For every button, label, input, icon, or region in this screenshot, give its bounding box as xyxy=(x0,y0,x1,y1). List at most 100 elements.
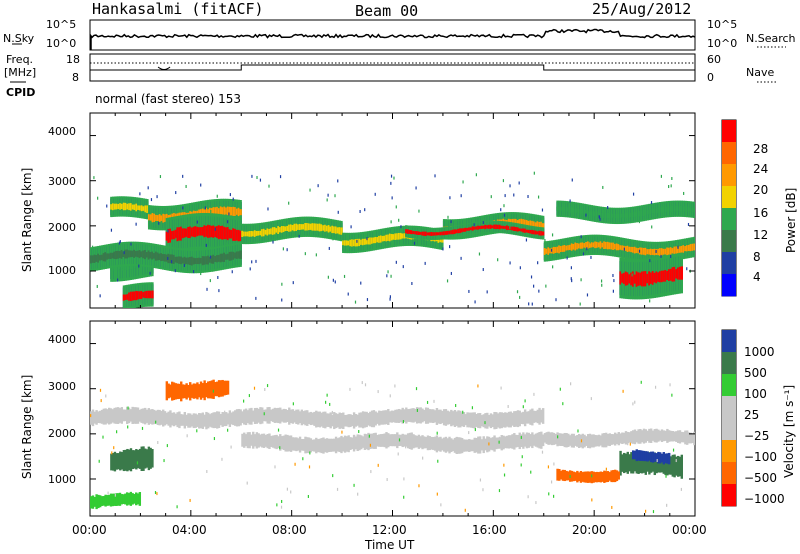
velocity-cell xyxy=(325,400,327,404)
velocity-cell xyxy=(541,434,545,447)
velocity-cell xyxy=(405,445,407,449)
velocity-cell xyxy=(613,469,617,483)
velocity-cell xyxy=(403,477,405,481)
velocity-cell xyxy=(576,435,579,447)
velocity-cell xyxy=(227,428,229,432)
power-cell xyxy=(617,244,620,251)
velocity-cell xyxy=(341,430,343,434)
velocity-cell xyxy=(255,407,259,424)
velocity-cell xyxy=(262,409,266,422)
velocity-cell xyxy=(225,412,228,427)
power-cell xyxy=(511,226,514,231)
power-cell xyxy=(648,271,651,286)
velocity-cell xyxy=(345,414,349,427)
velocity-cell xyxy=(412,434,415,449)
velocity-cell xyxy=(297,438,300,451)
velocity-cell xyxy=(511,412,514,426)
velocity-cell xyxy=(90,414,92,418)
power-cell xyxy=(388,233,392,242)
power-cell xyxy=(214,227,216,231)
power-cell xyxy=(376,237,379,243)
velocity-cell xyxy=(320,412,323,427)
vel-ytick-2000: 2000 xyxy=(48,427,76,440)
velocity-cell xyxy=(99,388,102,392)
velocity-cell xyxy=(102,496,106,506)
velocity-cell xyxy=(365,411,368,428)
power-cell xyxy=(217,275,219,279)
velocity-cell xyxy=(561,433,565,447)
velocity-cell xyxy=(480,415,484,427)
velocity-cell xyxy=(270,409,273,422)
velocity-cell xyxy=(338,437,341,453)
velocity-cell xyxy=(561,469,565,481)
power-cell xyxy=(669,247,673,255)
velocity-cell xyxy=(657,429,660,442)
velocity-cell xyxy=(136,461,139,465)
velocity-cell xyxy=(369,443,372,447)
velocity-cell xyxy=(491,414,494,427)
power-cell xyxy=(133,204,136,211)
velocity-cell xyxy=(645,509,647,513)
velocity-cell xyxy=(601,471,604,482)
power-cell xyxy=(631,273,633,277)
power-cell xyxy=(406,229,410,234)
power-cell xyxy=(158,214,162,223)
velocity-cell xyxy=(327,413,331,427)
power-cell xyxy=(423,231,426,236)
velocity-cell xyxy=(466,439,469,452)
velocity-cell xyxy=(180,414,183,426)
velocity-cell xyxy=(651,430,655,441)
velocity-cell xyxy=(98,459,100,463)
velocity-cell xyxy=(649,428,653,444)
power-cell xyxy=(176,256,179,264)
vel-cb-tick-25: 25 xyxy=(744,408,760,422)
nave-dip xyxy=(157,66,171,70)
velocity-cell xyxy=(376,412,379,424)
velocity-cell xyxy=(464,508,466,512)
power-cell xyxy=(435,232,439,236)
power-cell xyxy=(131,250,134,257)
power-cell xyxy=(145,252,149,258)
power-cell xyxy=(210,209,212,213)
power-cell xyxy=(509,226,512,230)
power-cell xyxy=(621,245,624,251)
power-cell xyxy=(232,206,235,216)
power-cell xyxy=(390,233,394,241)
velocity-cell xyxy=(358,430,360,434)
power-cell xyxy=(248,231,251,237)
power-cell xyxy=(205,207,208,217)
power-cell xyxy=(405,229,408,234)
power-cell xyxy=(176,227,179,242)
velocity-cell xyxy=(237,408,241,427)
velocity-cell xyxy=(190,414,194,427)
velocity-cell xyxy=(107,491,109,495)
power-cell xyxy=(117,203,120,210)
power-cell xyxy=(525,229,529,233)
power-cell xyxy=(424,231,428,237)
power-cell xyxy=(198,266,200,270)
power-cell xyxy=(198,257,201,265)
velocity-cell xyxy=(475,414,478,427)
velocity-colorbar xyxy=(722,330,736,507)
velocity-cell xyxy=(543,433,547,443)
velocity-cell xyxy=(129,491,133,506)
power-cell xyxy=(658,248,662,256)
power-cell xyxy=(318,223,322,232)
velocity-cell xyxy=(666,503,668,507)
power-heatmap xyxy=(90,171,695,308)
velocity-cell xyxy=(520,412,523,425)
velocity-cell xyxy=(653,452,656,462)
power-cell xyxy=(350,225,352,229)
power-cb-tick-24: 24 xyxy=(753,162,769,176)
velocity-cell xyxy=(652,510,655,514)
velocity-cell xyxy=(437,409,440,424)
power-cell xyxy=(484,224,487,230)
power-cell xyxy=(658,271,662,283)
velocity-cell xyxy=(631,450,635,460)
velocity-cell xyxy=(503,473,506,477)
power-cell xyxy=(673,266,676,282)
power-cell xyxy=(644,247,647,256)
velocity-cell xyxy=(660,453,664,463)
power-cell xyxy=(326,198,328,202)
power-cell xyxy=(667,207,671,211)
